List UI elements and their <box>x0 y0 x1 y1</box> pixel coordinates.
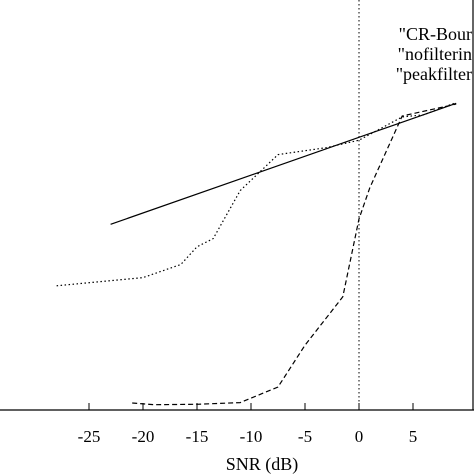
x-tick-label: -15 <box>186 427 209 446</box>
series-line-2 <box>132 103 457 406</box>
x-axis-title: SNR (dB) <box>226 454 299 474</box>
plot-area: -25 -20 -15 -10 -5 0 5 <box>0 0 474 446</box>
legend-entry-2: "peakfilter <box>396 64 472 84</box>
series-layer <box>56 101 457 406</box>
x-tick-label: -25 <box>78 427 101 446</box>
legend: "CR-Bour"nofilterin"peakfilter <box>396 24 472 84</box>
x-ticks: -25 -20 -15 -10 -5 0 5 <box>78 403 418 446</box>
series-line-1 <box>56 101 457 287</box>
x-tick-label: 0 <box>355 427 364 446</box>
x-tick-label: -5 <box>298 427 312 446</box>
legend-entry-0: "CR-Bour <box>399 24 472 44</box>
legend-entry-1: "nofilterin <box>398 44 472 64</box>
x-tick-label: -10 <box>240 427 263 446</box>
series-line-0 <box>110 102 457 225</box>
x-tick-label: 5 <box>409 427 418 446</box>
x-tick-label: -20 <box>132 427 155 446</box>
